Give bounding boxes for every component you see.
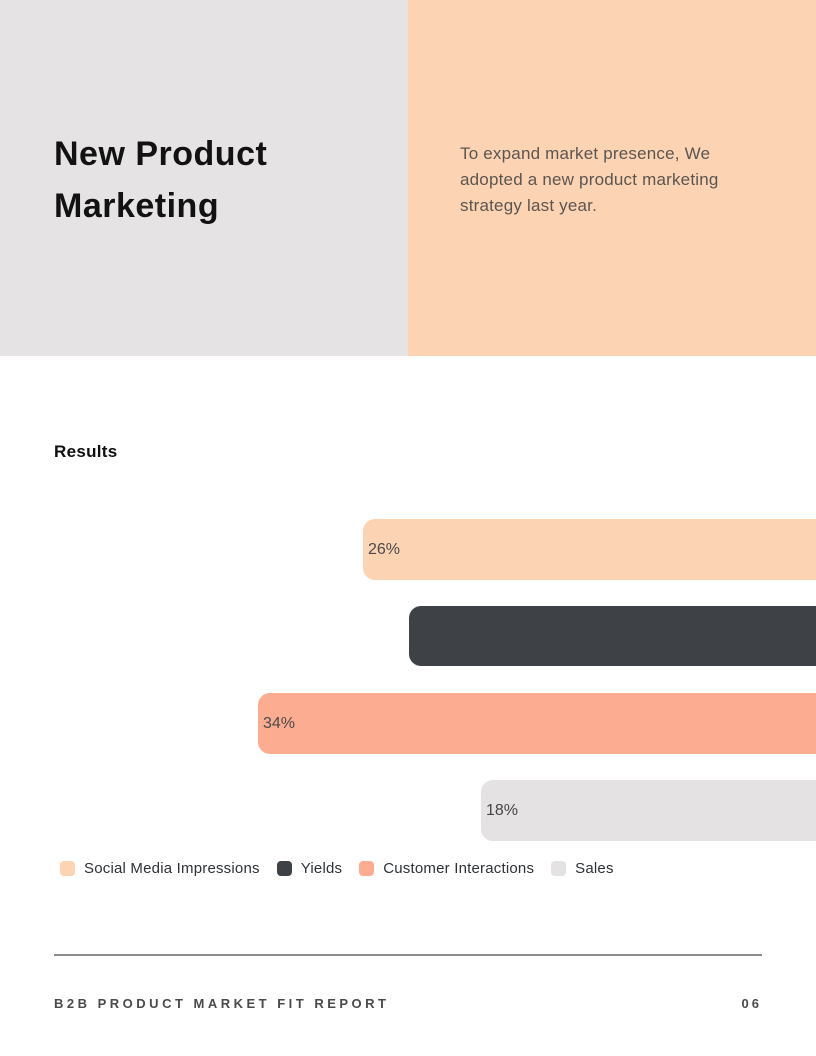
- bar-value-label: 26%: [368, 540, 401, 558]
- header-left-panel: [0, 0, 408, 356]
- footer-report-name: B2B PRODUCT MARKET FIT REPORT: [54, 996, 390, 1011]
- footer-page-number: 06: [741, 996, 762, 1011]
- header-description: To expand market presence, We adopted a …: [460, 144, 719, 215]
- legend-label: Yields: [300, 860, 343, 877]
- bar-value-label: 34%: [263, 714, 296, 732]
- bar-sales: 18%: [481, 780, 816, 841]
- section-title-results: Results: [54, 442, 118, 461]
- legend-label: Sales: [575, 860, 614, 877]
- legend-label: Social Media Impressions: [84, 860, 260, 877]
- chart-legend: Social Media Impressions Yields Customer…: [60, 860, 776, 877]
- legend-item-sales: Sales: [551, 860, 614, 877]
- legend-item-customer-interactions: Customer Interactions: [359, 860, 534, 877]
- bar-value-label: 18%: [486, 801, 519, 819]
- legend-item-yields: Yields: [276, 860, 343, 877]
- footer: B2B PRODUCT MARKET FIT REPORT 06: [54, 996, 762, 1011]
- legend-swatch-icon: [359, 861, 375, 876]
- legend-label: Customer Interactions: [383, 860, 535, 877]
- legend-swatch-icon: [276, 861, 292, 876]
- bar-social-media-impressions: 26%: [363, 519, 816, 580]
- legend-item-social-media-impressions: Social Media Impressions: [60, 860, 260, 877]
- footer-divider: [54, 954, 762, 956]
- header-right-panel: [408, 0, 816, 356]
- bar-customer-interactions: 34%: [258, 693, 816, 754]
- legend-swatch-icon: [551, 861, 567, 876]
- bar-yields: [409, 606, 816, 666]
- legend-swatch-icon: [60, 861, 75, 876]
- page-title: New Product Marketing: [54, 135, 268, 225]
